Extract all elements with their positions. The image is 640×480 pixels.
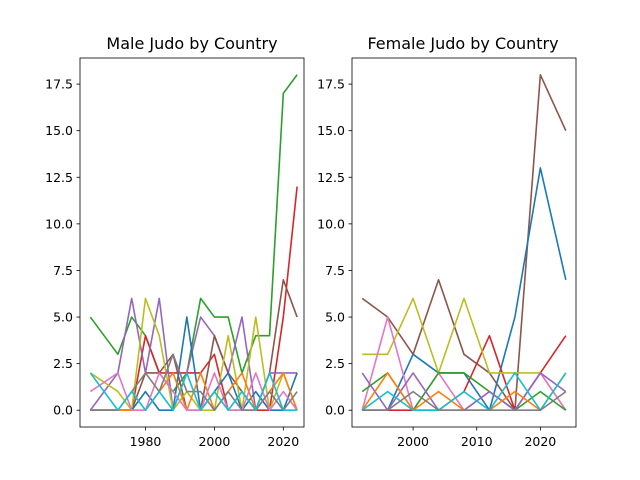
male-xtick-label: 2000 — [198, 434, 230, 449]
female-xtick-label: 2000 — [397, 434, 429, 449]
male-ytick-label: 0.0 — [53, 403, 73, 418]
male-xtick-label: 2020 — [267, 434, 299, 449]
female-xtick-label: 2020 — [524, 434, 556, 449]
male-ytick-label: 2.5 — [53, 356, 73, 371]
female-series-line-1 — [361, 73, 567, 412]
female-ytick-label: 2.5 — [325, 356, 345, 371]
male-series-line-9 — [90, 353, 298, 412]
female-ytick-label: 10.0 — [317, 216, 345, 231]
female-chart-title: Female Judo by Country — [367, 34, 558, 53]
female-ytick-label: 12.5 — [317, 170, 345, 185]
female-ytick-label: 17.5 — [317, 77, 345, 92]
male-ytick-label: 10.0 — [45, 216, 73, 231]
male-ytick-label: 15.0 — [45, 123, 73, 138]
female-ytick-label: 0.0 — [325, 403, 345, 418]
female-series-line-4 — [362, 297, 567, 411]
female-series-layer — [361, 73, 567, 412]
male-series-layer — [89, 74, 298, 412]
male-ytick-label: 5.0 — [53, 310, 73, 325]
male-axes-frame — [79, 57, 305, 428]
female-axes-frame — [351, 57, 577, 428]
female-ytick-label: 5.0 — [325, 310, 345, 325]
male-judo-panel: Male Judo by Country 0.0 2.5 5.0 7.5 10.0 12.… — [45, 34, 305, 449]
female-judo-panel: Female Judo by Country 0.0 2.5 5.0 7.5 10.0 1… — [317, 34, 577, 449]
female-ticks-layer: 0.0 2.5 5.0 7.5 10.0 12.5 15.0 17.5 2000 2010 2020 — [317, 77, 556, 449]
female-ytick-label: 15.0 — [317, 123, 345, 138]
female-ytick-label: 7.5 — [325, 263, 345, 278]
male-ytick-label: 12.5 — [45, 170, 73, 185]
male-ticks-layer: 0.0 2.5 5.0 7.5 10.0 12.5 15.0 17.5 1980 2000 2020 — [45, 77, 299, 449]
female-series-line-10 — [362, 390, 567, 412]
female-series-line-9 — [361, 372, 567, 412]
female-xtick-label: 2010 — [461, 434, 493, 449]
male-ytick-label: 17.5 — [45, 77, 73, 92]
male-ytick-label: 7.5 — [53, 263, 73, 278]
male-xtick-label: 1980 — [130, 434, 162, 449]
male-chart-title: Male Judo by Country — [106, 34, 277, 53]
male-series-line-10 — [89, 372, 298, 412]
